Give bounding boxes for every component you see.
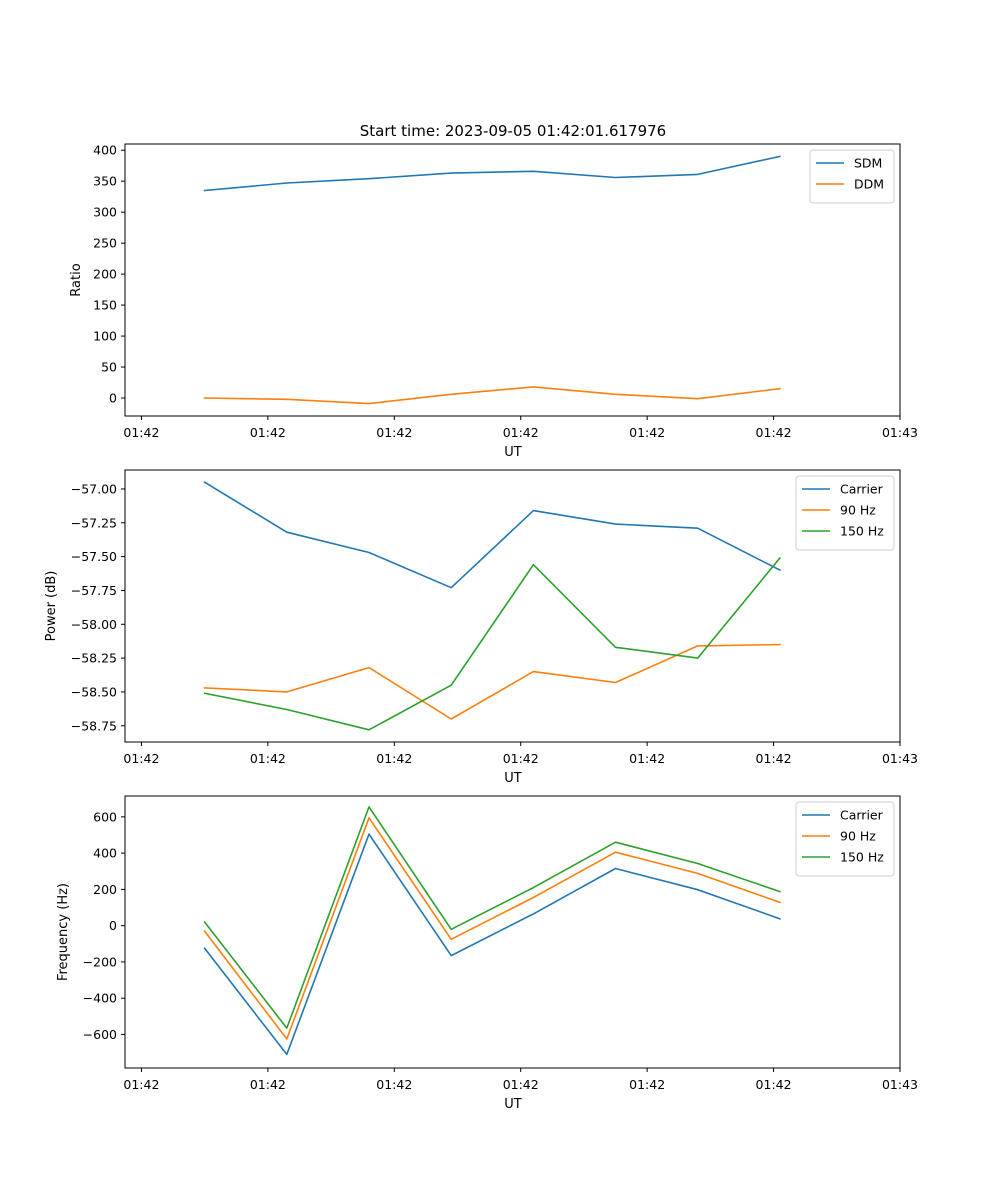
y-tick-label: −400 (83, 991, 117, 1006)
x-tick-label: 01:42 (503, 1077, 539, 1092)
y-tick-label: −57.00 (71, 481, 117, 496)
y-tick-label: 350 (93, 174, 117, 189)
x-tick-label: 01:42 (123, 425, 159, 440)
x-tick-label: 01:42 (629, 751, 665, 766)
y-tick-label: −58.25 (71, 651, 117, 666)
legend-label-150-hz: 150 Hz (840, 850, 884, 865)
ratio-series-ddm-line (203, 386, 781, 405)
y-tick-label: 250 (93, 236, 117, 251)
x-tick-label: 01:43 (882, 1077, 918, 1092)
legend-label-90-hz: 90 Hz (840, 829, 876, 844)
y-tick-label: 0 (109, 391, 117, 406)
y-tick-label: −600 (83, 1027, 117, 1042)
legend-label-150-hz: 150 Hz (840, 524, 884, 539)
y-tick-label: 50 (101, 360, 117, 375)
y-tick-label: 100 (93, 329, 117, 344)
x-tick-label: 01:43 (882, 425, 918, 440)
x-tick-label: 01:42 (376, 1077, 412, 1092)
y-tick-label: 600 (93, 809, 117, 824)
y-axis-label: Power (dB) (44, 571, 59, 642)
x-tick-label: 01:42 (376, 751, 412, 766)
axes-frame (124, 795, 901, 1069)
y-tick-label: 200 (93, 267, 117, 282)
y-tick-label: 300 (93, 205, 117, 220)
x-tick-label: 01:42 (756, 751, 792, 766)
y-axis-label: Frequency (Hz) (56, 883, 71, 981)
figure-title: Start time: 2023-09-05 01:42:01.617976 (360, 122, 666, 140)
y-tick-label: −58.00 (71, 617, 117, 632)
x-axis-label: UT (504, 445, 522, 460)
y-tick-label: −200 (83, 954, 117, 969)
y-tick-label: −57.50 (71, 549, 117, 564)
y-tick-label: 0 (109, 918, 117, 933)
frequency-series-150-hz-line (203, 806, 781, 1029)
legend-label-carrier: Carrier (840, 482, 884, 497)
legend-label-sdm: SDM (854, 156, 882, 171)
y-tick-label: 150 (93, 298, 117, 313)
ratio-series-sdm-line (203, 155, 781, 192)
x-tick-label: 01:42 (629, 1077, 665, 1092)
y-tick-label: −57.25 (71, 515, 117, 530)
x-tick-label: 01:42 (756, 425, 792, 440)
x-tick-label: 01:42 (503, 425, 539, 440)
y-tick-label: −57.75 (71, 583, 117, 598)
x-tick-label: 01:43 (882, 751, 918, 766)
x-tick-label: 01:42 (250, 1077, 286, 1092)
power-series-90-hz-line (203, 643, 781, 720)
power-series-150-hz-line (203, 556, 782, 731)
y-tick-label: 400 (93, 846, 117, 861)
y-tick-label: 200 (93, 882, 117, 897)
x-tick-label: 01:42 (376, 425, 412, 440)
x-axis-label: UT (504, 1097, 522, 1112)
x-tick-label: 01:42 (503, 751, 539, 766)
y-tick-label: 400 (93, 143, 117, 158)
y-tick-label: −58.50 (71, 684, 117, 699)
legend-label-90-hz: 90 Hz (840, 503, 876, 518)
x-tick-label: 01:42 (123, 1077, 159, 1092)
x-tick-label: 01:42 (629, 425, 665, 440)
x-tick-label: 01:42 (250, 425, 286, 440)
x-tick-label: 01:42 (250, 751, 286, 766)
legend-label-ddm: DDM (854, 177, 884, 192)
legend-label-carrier: Carrier (840, 808, 884, 823)
power-panel: 01:42 01:42 01:42 01:42 01:42 01:42 01:43 −57.0… (44, 469, 918, 786)
y-tick-label: −58.75 (71, 718, 117, 733)
axes-frame (124, 469, 901, 743)
frequency-panel: 01:42 01:42 01:42 01:42 01:42 01:42 01:43 600 40… (56, 795, 918, 1112)
power-series-carrier-line (203, 481, 781, 589)
frequency-series-carrier-line (203, 833, 781, 1056)
frequency-series-90-hz-line (203, 816, 781, 1040)
x-tick-label: 01:42 (756, 1077, 792, 1092)
x-tick-label: 01:42 (123, 751, 159, 766)
x-axis-label: UT (504, 771, 522, 786)
ratio-panel: 01:42 01:42 01:42 01:42 01:42 01:42 01:43 0 50 10… (69, 143, 918, 460)
y-axis-label: Ratio (69, 263, 84, 296)
axes-frame (124, 143, 901, 417)
